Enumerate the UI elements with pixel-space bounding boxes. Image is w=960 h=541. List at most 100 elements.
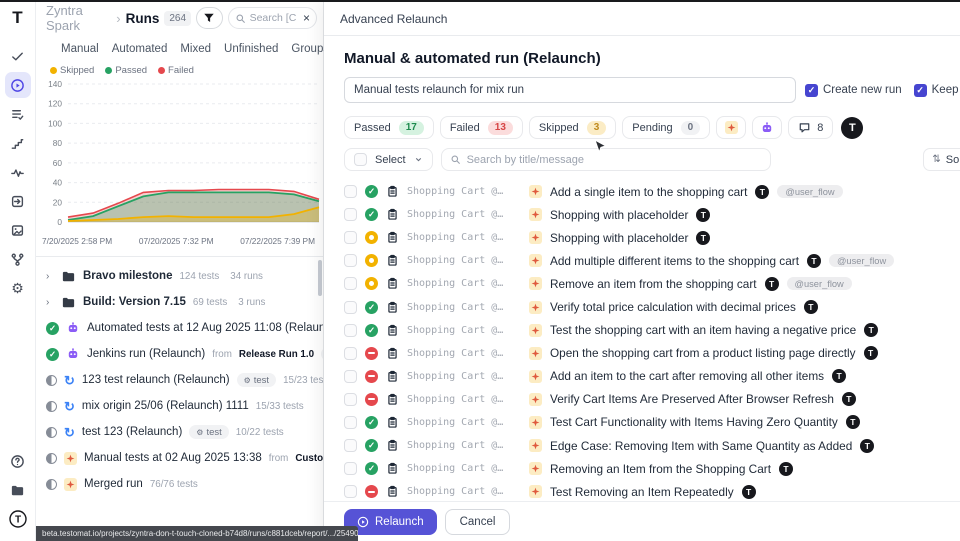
test-row[interactable]: Shopping Cart @… Edge Case: Removing Item… [344,434,960,457]
test-row[interactable]: Shopping Cart @… Add multiple different i… [344,249,960,272]
legend-label: Failed [168,65,194,76]
row-checkbox[interactable] [344,185,357,199]
clear-search-icon[interactable]: × [302,11,310,25]
test-row[interactable]: Shopping Cart @… Test Removing an Item Re… [344,480,960,501]
check-icon[interactable] [5,43,31,69]
test-suite-path: Shopping Cart @… [407,440,504,452]
test-row[interactable]: Shopping Cart @… Remove an item from the … [344,272,960,295]
row-checkbox[interactable] [344,485,357,499]
tree-run-row[interactable]: ↻ 123 test relaunch (Relaunch) ⚙ test 15/23 … [36,367,323,393]
chevron-right-icon[interactable]: › [46,270,50,282]
status-progress-icon [46,400,57,412]
tree-run-row[interactable]: Automated tests at 12 Aug 2025 11:08 (Re… [36,315,323,341]
filter-failed[interactable]: Failed 13 [439,116,523,139]
tree-item-meta: 15/33 tests [255,400,304,412]
test-title: Add multiple different items to the shop… [550,253,799,268]
checkbox-icon[interactable] [913,83,927,97]
image-icon[interactable] [5,217,31,243]
runs-search-input[interactable]: Search [C × [227,7,317,29]
filter-spark-button[interactable] [716,116,747,139]
svg-text:100: 100 [48,118,62,128]
test-row[interactable]: Shopping Cart @… Shopping with placeholde… [344,203,960,226]
row-checkbox[interactable] [344,277,357,291]
folder-icon[interactable] [5,477,31,503]
tests-search-input[interactable]: Search by title/message [440,148,771,171]
row-checkbox[interactable] [344,462,357,476]
option-keep-values[interactable]: Keep values? [913,83,960,97]
legend-passed: Passed [105,65,147,76]
status-passed-icon [365,415,378,429]
row-checkbox[interactable] [344,439,357,453]
filter-skipped[interactable]: Skipped 3 [528,116,617,139]
row-checkbox[interactable] [344,392,357,406]
row-checkbox[interactable] [344,208,357,222]
runs-play-icon[interactable] [4,72,31,98]
row-checkbox[interactable] [344,369,357,383]
test-title: Verify Cart Items Are Preserved After Br… [550,392,834,407]
filter-passed[interactable]: Passed 17 [344,116,434,139]
chevron-right-icon[interactable]: › [46,296,50,308]
test-type-badge: ⚙test [189,425,229,439]
tree-run-row[interactable]: Merged run 76/76 tests [36,471,323,497]
option-create-new-run[interactable]: Create new run [805,83,902,97]
row-checkbox[interactable] [344,415,357,429]
help-icon[interactable] [5,448,31,474]
row-checkbox[interactable] [344,300,357,314]
sort-dropdown[interactable]: ⇅ Sort [923,148,960,171]
status-failed-icon [365,369,378,383]
test-row[interactable]: Shopping Cart @… Verify Cart Items Are Pr… [344,388,960,411]
filter-button[interactable] [196,7,223,29]
run-title-input[interactable] [344,77,796,103]
filter-comments-button[interactable]: 8 [788,116,834,139]
user-avatar[interactable]: T [841,116,864,139]
filter-pending[interactable]: Pending 0 [622,116,711,139]
test-row[interactable]: Shopping Cart @… Verify total price calcu… [344,295,960,318]
tab-unfinished[interactable]: Unfinished [224,42,279,55]
tree-run-row[interactable]: ↻ mix origin 25/06 (Relaunch) 1111 15/33 t… [36,393,323,419]
row-checkbox[interactable] [344,323,357,337]
test-row[interactable]: Shopping Cart @… Open the shopping cart f… [344,342,960,365]
logo-badge-icon[interactable]: T [5,506,31,532]
cancel-button[interactable]: Cancel [444,508,511,535]
test-row[interactable]: Shopping Cart @… Add a single item to the… [344,180,960,203]
inbox-in-icon[interactable] [5,188,31,214]
test-row[interactable]: Shopping Cart @… Test the shopping cart w… [344,319,960,342]
report-list-icon[interactable] [5,101,31,127]
spark-icon [529,208,542,222]
relaunch-button[interactable]: Relaunch [344,508,437,535]
row-checkbox[interactable] [344,254,357,268]
tree-folder-row[interactable]: › Build: Version 7.15 69 tests 3 runs [36,289,323,315]
checkbox-icon[interactable] [805,83,818,97]
test-row[interactable]: Shopping Cart @… Removing an Item from th… [344,457,960,480]
gear-icon[interactable]: ⚙ [11,280,24,296]
breadcrumb-section[interactable]: Runs [125,10,160,26]
pulse-icon[interactable] [5,159,31,185]
test-row[interactable]: Shopping Cart @… Shopping with placeholde… [344,226,960,249]
test-title: Shopping with placeholder [550,230,689,245]
steps-icon[interactable] [5,130,31,156]
testomat-badge-icon: T [755,184,770,199]
tree-run-row[interactable]: ↻ test 123 (Relaunch) ⚙ test 10/22 tests [36,419,323,445]
tab-mixed[interactable]: Mixed [180,42,212,55]
row-checkbox[interactable] [344,346,357,360]
row-checkbox[interactable] [344,231,357,245]
select-all-checkbox[interactable] [354,153,367,166]
tree-folder-row[interactable]: › Bravo milestone 124 tests 34 runs [36,263,323,289]
clipboard-icon [386,439,399,452]
panel-divider [36,256,323,257]
test-row[interactable]: Shopping Cart @… Test Cart Functionality … [344,411,960,434]
select-dropdown[interactable]: Select [344,148,433,171]
clipboard-icon [386,301,399,314]
tab-automated[interactable]: Automated [111,42,168,55]
panel-scrollbar[interactable] [318,260,322,296]
filter-robot-button[interactable] [752,116,783,139]
tree-run-row[interactable]: Manual tests at 02 Aug 2025 13:38 from Cus… [36,445,323,471]
breadcrumb-project[interactable]: Zyntra Spark [46,3,83,33]
tree-run-row[interactable]: Jenkins run (Relaunch) from Release Run 1.… [36,341,323,367]
app-logo[interactable]: T [12,8,23,27]
tab-manual[interactable]: Manual [61,42,99,55]
test-row[interactable]: Shopping Cart @… Add an item to the cart … [344,365,960,388]
branch-icon[interactable] [5,246,31,272]
tab-groups[interactable]: Groups [291,42,330,55]
filter-label: Passed [354,121,391,134]
